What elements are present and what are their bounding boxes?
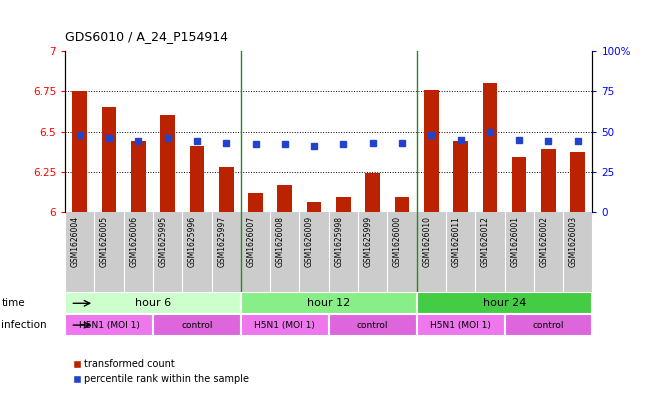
Bar: [365, 173, 380, 212]
Text: GSM1626000: GSM1626000: [393, 216, 402, 267]
Text: control: control: [533, 321, 564, 330]
Text: GSM1626007: GSM1626007: [247, 216, 255, 267]
Bar: [395, 197, 409, 212]
Bar: [329, 314, 417, 336]
Text: GSM1625995: GSM1625995: [159, 216, 168, 267]
Bar: [417, 314, 505, 336]
Text: H5N1 (MOI 1): H5N1 (MOI 1): [430, 321, 491, 330]
Bar: [102, 107, 117, 212]
Bar: [189, 146, 204, 212]
Text: control: control: [181, 321, 213, 330]
Text: GSM1625999: GSM1625999: [364, 216, 372, 267]
Bar: [570, 152, 585, 212]
Text: GSM1625997: GSM1625997: [217, 216, 227, 267]
Text: GDS6010 / A_24_P154914: GDS6010 / A_24_P154914: [65, 30, 228, 43]
Text: GSM1626008: GSM1626008: [276, 216, 285, 267]
Bar: [72, 91, 87, 212]
Bar: [65, 314, 153, 336]
Text: GSM1626002: GSM1626002: [540, 216, 548, 267]
Text: GSM1626010: GSM1626010: [422, 216, 431, 267]
Bar: [541, 149, 556, 212]
Text: GSM1626011: GSM1626011: [452, 216, 460, 267]
Bar: [505, 314, 592, 336]
Text: infection: infection: [1, 320, 47, 330]
Bar: [248, 193, 263, 212]
Text: GSM1626006: GSM1626006: [130, 216, 138, 267]
Text: hour 12: hour 12: [307, 298, 350, 308]
Text: time: time: [1, 298, 25, 308]
Text: GSM1626001: GSM1626001: [510, 216, 519, 267]
Bar: [424, 90, 439, 212]
Bar: [219, 167, 234, 212]
Text: GSM1625998: GSM1625998: [335, 216, 344, 267]
Bar: [241, 292, 417, 314]
Text: GSM1626004: GSM1626004: [71, 216, 79, 267]
Text: hour 6: hour 6: [135, 298, 171, 308]
Bar: [131, 141, 146, 212]
Legend: transformed count, percentile rank within the sample: transformed count, percentile rank withi…: [70, 356, 253, 388]
Text: H5N1 (MOI 1): H5N1 (MOI 1): [79, 321, 139, 330]
Text: H5N1 (MOI 1): H5N1 (MOI 1): [255, 321, 315, 330]
Text: GSM1625996: GSM1625996: [188, 216, 197, 267]
Bar: [482, 83, 497, 212]
Bar: [453, 141, 468, 212]
Bar: [160, 116, 175, 212]
Bar: [65, 292, 241, 314]
Text: GSM1626005: GSM1626005: [100, 216, 109, 267]
Bar: [153, 314, 241, 336]
Bar: [241, 314, 329, 336]
Bar: [307, 202, 322, 212]
Bar: [277, 185, 292, 212]
Text: hour 24: hour 24: [483, 298, 526, 308]
Text: GSM1626012: GSM1626012: [481, 216, 490, 267]
Bar: [512, 157, 527, 212]
Bar: [417, 292, 592, 314]
Bar: [336, 197, 351, 212]
Text: GSM1626009: GSM1626009: [305, 216, 314, 267]
Text: control: control: [357, 321, 389, 330]
Text: GSM1626003: GSM1626003: [569, 216, 577, 267]
